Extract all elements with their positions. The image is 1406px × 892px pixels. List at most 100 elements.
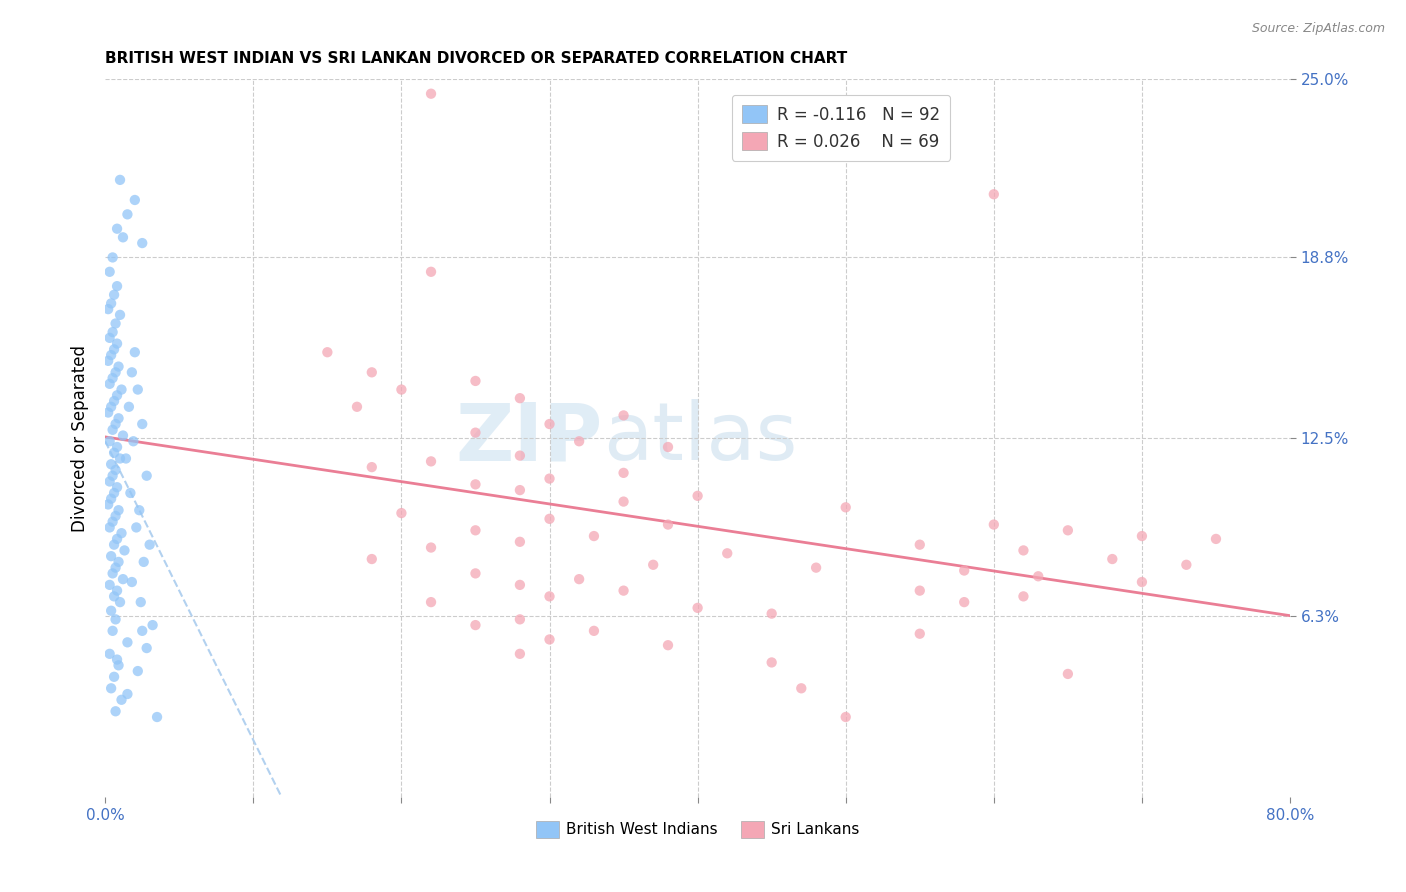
- Point: [538, 512, 561, 526]
- Point: [131, 624, 153, 638]
- Point: [105, 440, 128, 454]
- Point: [1130, 529, 1153, 543]
- Point: [790, 681, 813, 696]
- Point: [613, 494, 636, 508]
- Point: [128, 503, 150, 517]
- Point: [538, 417, 561, 431]
- Point: [100, 296, 122, 310]
- Point: [117, 687, 139, 701]
- Point: [105, 652, 128, 666]
- Point: [983, 517, 1005, 532]
- Point: [509, 534, 531, 549]
- Point: [105, 583, 128, 598]
- Point: [111, 428, 134, 442]
- Point: [835, 500, 858, 515]
- Point: [761, 656, 783, 670]
- Point: [146, 710, 169, 724]
- Point: [568, 572, 591, 586]
- Point: [100, 681, 122, 696]
- Point: [346, 400, 368, 414]
- Point: [127, 383, 149, 397]
- Point: [100, 604, 122, 618]
- Point: [98, 265, 121, 279]
- Point: [509, 647, 531, 661]
- Point: [391, 506, 413, 520]
- Point: [127, 664, 149, 678]
- Point: [464, 524, 486, 538]
- Point: [835, 710, 858, 724]
- Point: [1205, 532, 1227, 546]
- Point: [107, 503, 129, 517]
- Point: [613, 409, 636, 423]
- Point: [107, 555, 129, 569]
- Point: [121, 365, 143, 379]
- Point: [464, 566, 486, 581]
- Point: [110, 526, 132, 541]
- Point: [101, 371, 124, 385]
- Point: [135, 641, 157, 656]
- Point: [538, 590, 561, 604]
- Point: [103, 670, 125, 684]
- Point: [103, 446, 125, 460]
- Point: [657, 517, 679, 532]
- Point: [1130, 574, 1153, 589]
- Point: [108, 451, 131, 466]
- Point: [657, 440, 679, 454]
- Point: [464, 425, 486, 440]
- Point: [1175, 558, 1198, 572]
- Point: [122, 434, 145, 449]
- Point: [908, 583, 931, 598]
- Point: [908, 538, 931, 552]
- Point: [568, 434, 591, 449]
- Point: [110, 383, 132, 397]
- Point: [114, 543, 136, 558]
- Point: [107, 658, 129, 673]
- Point: [131, 417, 153, 431]
- Point: [464, 618, 486, 632]
- Text: BRITISH WEST INDIAN VS SRI LANKAN DIVORCED OR SEPARATED CORRELATION CHART: BRITISH WEST INDIAN VS SRI LANKAN DIVORC…: [105, 51, 848, 66]
- Point: [686, 489, 709, 503]
- Point: [115, 451, 138, 466]
- Point: [142, 618, 165, 632]
- Point: [97, 498, 120, 512]
- Point: [121, 574, 143, 589]
- Point: [100, 549, 122, 564]
- Point: [100, 400, 122, 414]
- Point: [101, 423, 124, 437]
- Point: [98, 578, 121, 592]
- Point: [107, 359, 129, 374]
- Point: [100, 491, 122, 506]
- Point: [98, 475, 121, 489]
- Point: [1101, 552, 1123, 566]
- Point: [105, 480, 128, 494]
- Point: [657, 638, 679, 652]
- Point: [108, 595, 131, 609]
- Point: [105, 388, 128, 402]
- Point: [124, 345, 146, 359]
- Point: [117, 207, 139, 221]
- Point: [360, 365, 382, 379]
- Point: [538, 472, 561, 486]
- Point: [101, 624, 124, 638]
- Point: [135, 468, 157, 483]
- Point: [316, 345, 339, 359]
- Point: [761, 607, 783, 621]
- Point: [103, 590, 125, 604]
- Point: [391, 383, 413, 397]
- Point: [360, 460, 382, 475]
- Point: [103, 394, 125, 409]
- Point: [105, 532, 128, 546]
- Point: [98, 331, 121, 345]
- Point: [105, 279, 128, 293]
- Point: [420, 454, 443, 468]
- Point: [103, 486, 125, 500]
- Point: [420, 541, 443, 555]
- Point: [104, 417, 127, 431]
- Point: [103, 287, 125, 301]
- Point: [643, 558, 665, 572]
- Point: [97, 302, 120, 317]
- Text: atlas: atlas: [603, 400, 797, 477]
- Point: [125, 520, 148, 534]
- Point: [613, 583, 636, 598]
- Point: [117, 635, 139, 649]
